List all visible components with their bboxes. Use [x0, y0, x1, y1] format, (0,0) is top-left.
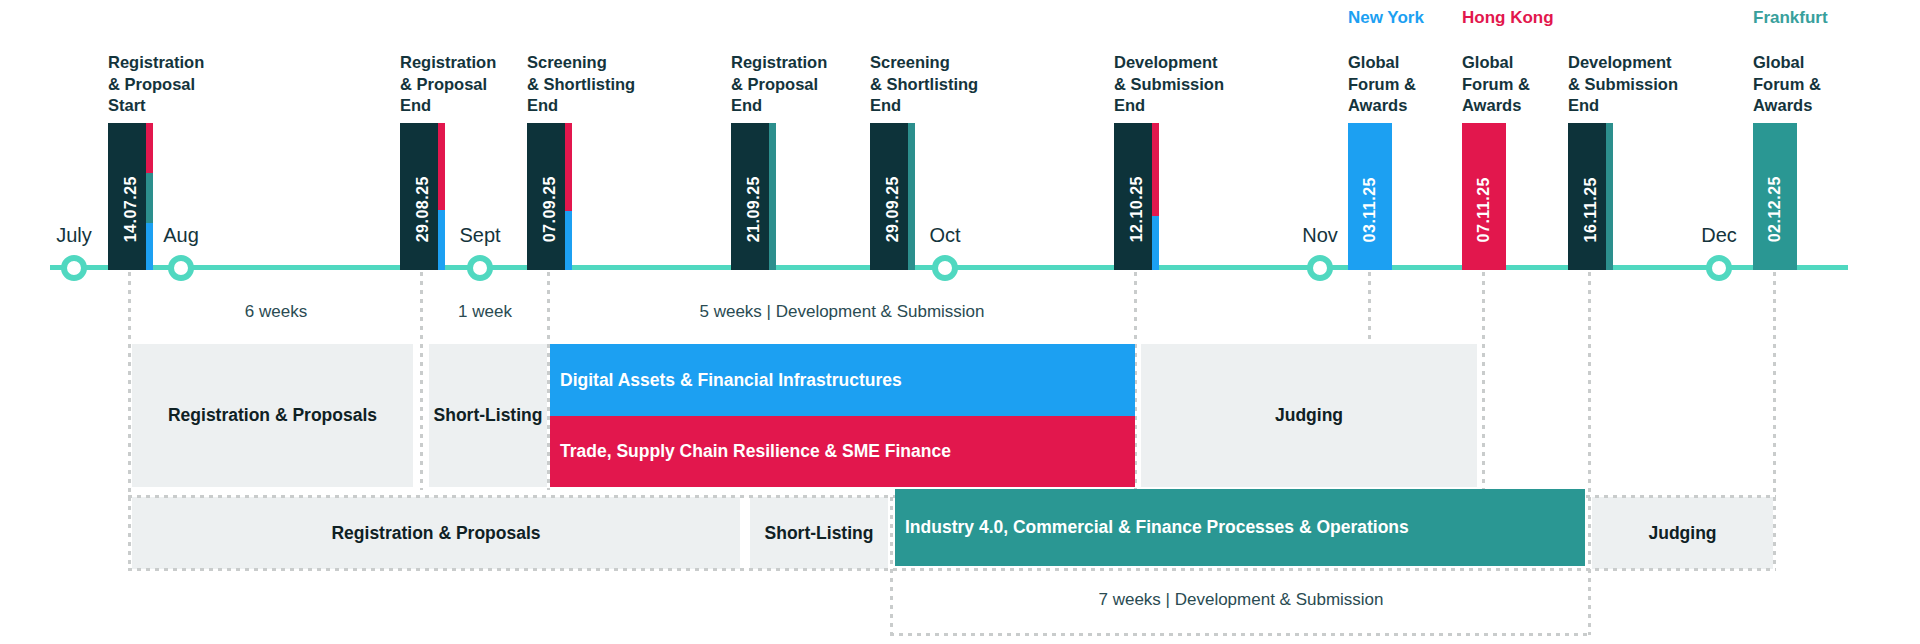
milestone-date: 02.12.25: [1766, 176, 1784, 242]
month-marker-circle: [467, 255, 493, 281]
milestone-bar: 02.12.25: [1753, 123, 1797, 270]
month-label-aug: Aug: [163, 224, 199, 247]
month-marker-circle: [932, 255, 958, 281]
milestone-date: 12.10.25: [1128, 176, 1146, 242]
timeline-infographic: July Aug Sept Oct Nov Dec 6 weeks 1 week…: [0, 0, 1920, 644]
dotted-dropline: [1482, 272, 1485, 490]
stream-trade-supply-chain-bar: Trade, Supply Chain Resilience & SME Fin…: [550, 416, 1135, 487]
milestone-date: 07.11.25: [1475, 177, 1493, 242]
milestone-date: 07.09.25: [541, 176, 559, 242]
dotted-border: [890, 633, 1591, 636]
round2-registration-cell: Registration & Proposals: [132, 497, 740, 569]
milestone-date: 16.11.25: [1582, 177, 1600, 242]
milestone-date: 29.08.25: [414, 176, 432, 242]
round1-registration-cell: Registration & Proposals: [132, 344, 413, 487]
month-marker-circle: [1706, 255, 1732, 281]
dotted-dropline: [1588, 272, 1591, 635]
milestone-date: 29.09.25: [884, 176, 902, 242]
milestone-label: Screening & Shortlisting End: [527, 52, 687, 117]
duration-6-weeks: 6 weeks: [176, 302, 376, 322]
milestone-date: 21.09.25: [745, 176, 763, 242]
milestone-bar: 21.09.25: [731, 123, 776, 270]
month-marker-circle: [1307, 255, 1333, 281]
milestone-bar: 07.11.25: [1462, 123, 1506, 270]
month-marker-circle: [168, 255, 194, 281]
month-label-nov: Nov: [1302, 224, 1338, 247]
stream-digital-assets-bar: Digital Assets & Financial Infrastructur…: [550, 344, 1135, 416]
dotted-dropline: [890, 497, 893, 635]
month-label-july: July: [56, 224, 92, 247]
milestone-label: Global Forum & Awards: [1753, 52, 1913, 117]
dotted-dropline: [1773, 272, 1776, 569]
milestone-date: 03.11.25: [1361, 177, 1379, 242]
milestone-bar: 07.09.25: [527, 123, 572, 270]
duration-5-weeks: 5 weeks | Development & Submission: [592, 302, 1092, 322]
round1-judging-cell: Judging: [1141, 344, 1477, 487]
round2-judging-cell: Judging: [1592, 497, 1773, 569]
milestone-label: Development & Submission End: [1114, 52, 1274, 117]
round1-shortlisting-cell: Short-Listing: [429, 344, 547, 487]
dotted-dropline: [420, 272, 423, 490]
duration-7-weeks: 7 weeks | Development & Submission: [941, 590, 1541, 610]
milestone-label: Registration & Proposal Start: [108, 52, 268, 117]
milestone-bar: 14.07.25: [108, 123, 153, 270]
milestone-bar: 03.11.25: [1348, 123, 1392, 270]
stream-industry-bar: Industry 4.0, Commercial & Finance Proce…: [895, 489, 1585, 566]
city-label-frankfurt: Frankfurt: [1753, 8, 1828, 28]
milestone-label: Screening & Shortlisting End: [870, 52, 1030, 117]
city-label-new-york: New York: [1348, 8, 1424, 28]
dotted-dropline: [128, 272, 131, 569]
round2-shortlisting-cell: Short-Listing: [750, 497, 888, 569]
milestone-date: 14.07.25: [122, 176, 140, 242]
month-marker-circle: [61, 255, 87, 281]
milestone-bar: 12.10.25: [1114, 123, 1159, 270]
milestone-bar: 29.08.25: [400, 123, 445, 270]
dotted-dropline: [1368, 272, 1371, 344]
dotted-border: [128, 568, 1776, 571]
milestone-label: Registration & Proposal End: [731, 52, 891, 117]
duration-1-week: 1 week: [425, 302, 545, 322]
milestone-bar: 16.11.25: [1568, 123, 1613, 270]
milestone-label: Development & Submission End: [1568, 52, 1728, 117]
city-label-hong-kong: Hong Kong: [1462, 8, 1554, 28]
month-label-oct: Oct: [929, 224, 960, 247]
milestone-bar: 29.09.25: [870, 123, 915, 270]
month-label-dec: Dec: [1701, 224, 1737, 247]
month-label-sept: Sept: [459, 224, 500, 247]
